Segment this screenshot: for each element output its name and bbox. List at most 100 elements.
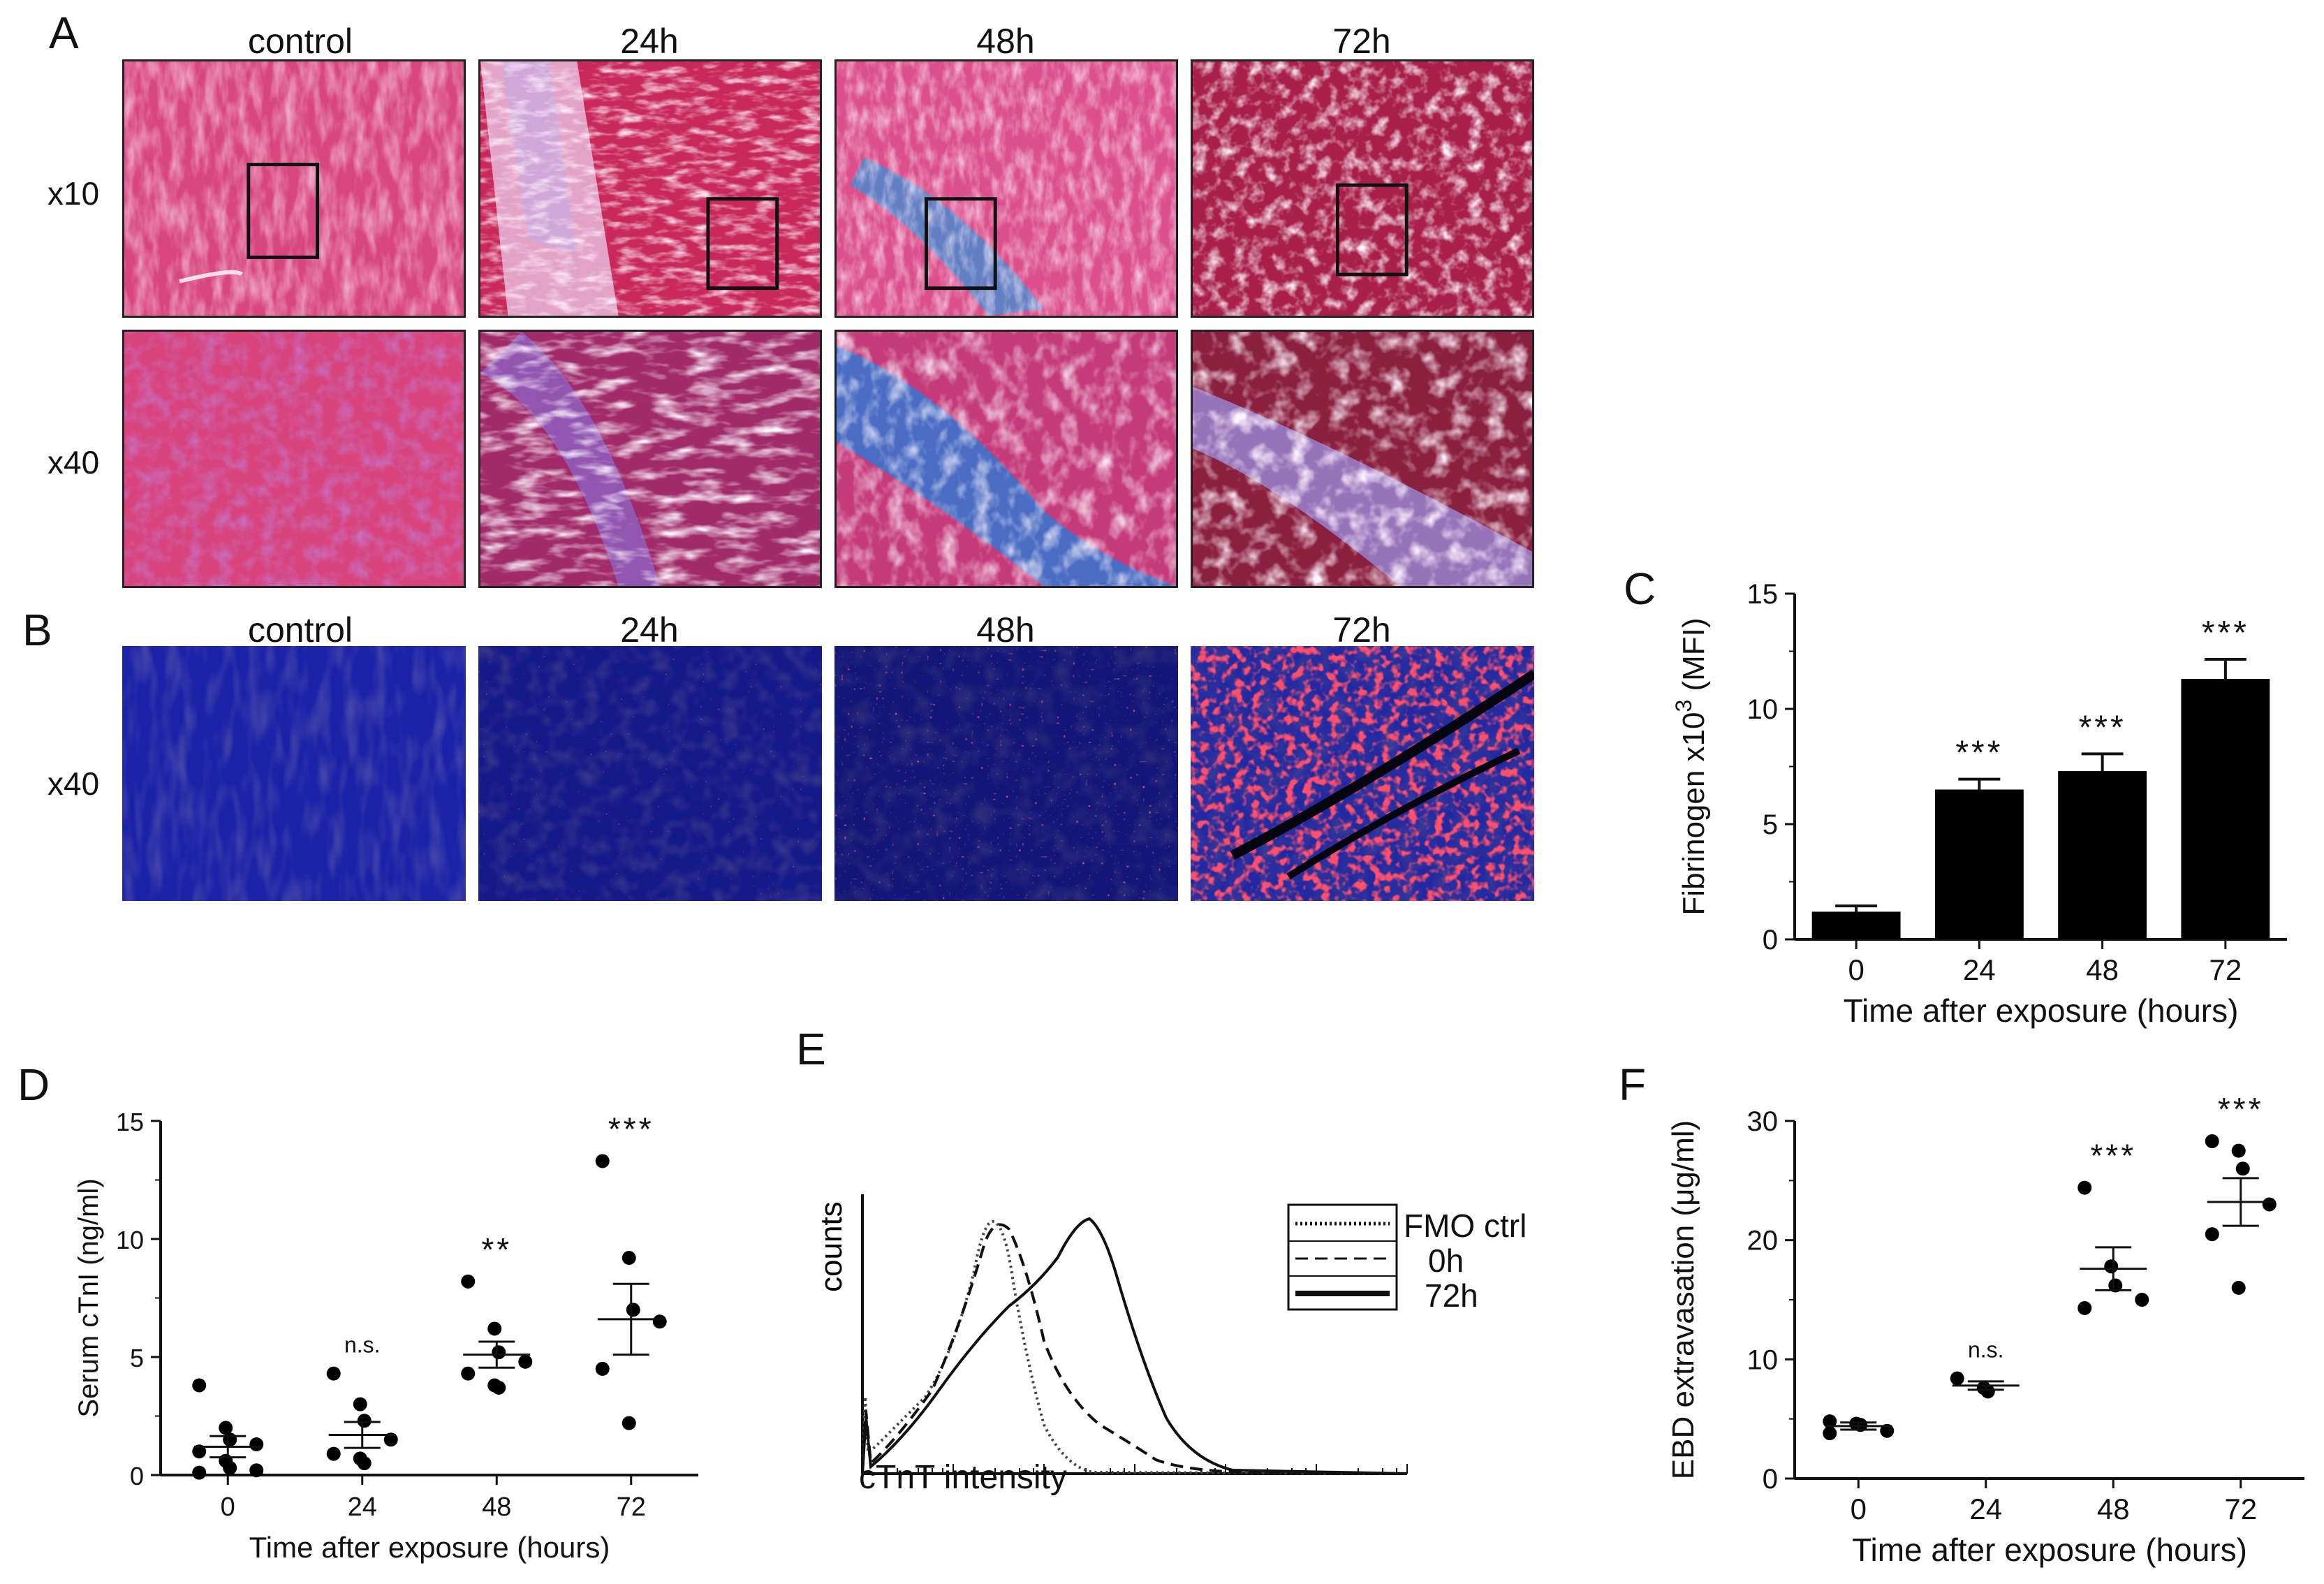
bar-24 bbox=[1934, 789, 2024, 939]
fluorescence-b-control bbox=[122, 646, 466, 901]
data-point bbox=[492, 1380, 506, 1395]
histogram-curve-72h bbox=[861, 1217, 1408, 1475]
significance-label: ** bbox=[481, 1231, 512, 1268]
data-point bbox=[1950, 1371, 1964, 1386]
data-point bbox=[595, 1154, 610, 1168]
panel-b-col-72h: 72h bbox=[1332, 610, 1391, 650]
data-point bbox=[461, 1274, 476, 1289]
bar-72 bbox=[2181, 679, 2270, 939]
x-tick-label: 24 bbox=[348, 1493, 377, 1522]
x-axis-label: Time after exposure (hours) bbox=[249, 1531, 610, 1564]
data-point bbox=[1880, 1423, 1895, 1438]
significance-label: *** bbox=[2202, 615, 2249, 652]
data-point bbox=[2077, 1300, 2092, 1315]
data-point bbox=[2104, 1259, 2119, 1274]
histogram-legend bbox=[1287, 1203, 1398, 1311]
x-tick-label: 48 bbox=[2097, 1493, 2130, 1525]
data-point bbox=[357, 1456, 372, 1471]
panel-a-col-control: control bbox=[247, 22, 353, 61]
y-tick-label: 15 bbox=[1747, 579, 1779, 610]
data-point bbox=[595, 1361, 610, 1376]
data-point bbox=[2205, 1227, 2219, 1242]
micrograph-a-x10-48h bbox=[834, 59, 1178, 318]
histogram-ylabel: counts bbox=[814, 1201, 848, 1292]
x-axis-label: Time after exposure (hours) bbox=[1844, 992, 2239, 1029]
panel-a-col-72h: 72h bbox=[1332, 22, 1391, 61]
y-axis-label: Fibrinogen x103 (MFI) bbox=[1671, 617, 1711, 915]
legend-label-72h: 72h bbox=[1425, 1277, 1478, 1314]
micrograph-a-x40-72h bbox=[1191, 330, 1534, 588]
histogram-curve-fmo-ctrl bbox=[861, 1219, 1408, 1475]
x-tick-label: 24 bbox=[1969, 1493, 2002, 1525]
panel-letter-f: F bbox=[1619, 1059, 1646, 1110]
micrograph-a-x40-24h bbox=[478, 330, 822, 588]
bar-48 bbox=[2058, 771, 2147, 939]
significance-label: *** bbox=[2079, 709, 2126, 746]
data-point bbox=[326, 1366, 341, 1381]
significance-label: n.s. bbox=[344, 1333, 381, 1358]
histogram-plot bbox=[861, 1194, 1408, 1475]
panel-b-row-x40: x40 bbox=[47, 765, 100, 802]
y-axis-label: EBD extravasation (μg/ml) bbox=[1666, 1120, 1700, 1479]
y-tick-label: 30 bbox=[1747, 1106, 1779, 1137]
data-point bbox=[518, 1354, 533, 1369]
y-tick-label: 15 bbox=[116, 1108, 144, 1136]
data-point bbox=[487, 1321, 502, 1336]
zoom-box bbox=[1335, 183, 1409, 277]
significance-label: *** bbox=[2090, 1138, 2136, 1174]
panel-a-col-48h: 48h bbox=[976, 22, 1035, 61]
micrograph-a-x10-72h bbox=[1191, 59, 1534, 318]
micrograph-a-x40-48h bbox=[834, 330, 1178, 588]
data-point bbox=[219, 1421, 233, 1435]
data-point bbox=[223, 1432, 237, 1447]
x-tick-label: 72 bbox=[2224, 1493, 2257, 1525]
panel-a-col-24h: 24h bbox=[620, 22, 679, 61]
chart-f: F 0 10 20 30 0 24 48 72 Time after exposure (hour… bbox=[1619, 1059, 2304, 1568]
panel-b-col-24h: 24h bbox=[620, 610, 679, 650]
zoom-box bbox=[924, 197, 997, 291]
x-tick-label: 48 bbox=[2086, 953, 2119, 986]
data-point bbox=[2262, 1197, 2277, 1212]
significance-label: n.s. bbox=[1968, 1337, 2004, 1363]
panel-b-col-control: control bbox=[247, 610, 353, 650]
data-point bbox=[249, 1463, 264, 1478]
panel-letter-a: A bbox=[49, 8, 79, 58]
panel-b-col-48h: 48h bbox=[976, 610, 1035, 650]
panel-letter-e: E bbox=[796, 1024, 826, 1074]
legend-label-fmo-ctrl: FMO ctrl bbox=[1404, 1208, 1527, 1244]
data-point bbox=[2108, 1278, 2123, 1293]
data-point bbox=[2205, 1134, 2219, 1149]
data-point bbox=[1853, 1418, 1868, 1432]
zoom-box bbox=[247, 163, 320, 259]
panel-letter-d: D bbox=[17, 1059, 50, 1110]
data-point bbox=[192, 1378, 207, 1393]
y-tick-label: 0 bbox=[130, 1462, 144, 1490]
data-point bbox=[357, 1414, 372, 1428]
y-tick-label: 20 bbox=[1747, 1226, 1779, 1256]
y-axis-label: Serum cTnI (ng/ml) bbox=[73, 1178, 104, 1417]
data-point bbox=[192, 1465, 207, 1480]
bar-0 bbox=[1811, 911, 1901, 939]
data-point bbox=[353, 1397, 367, 1411]
x-tick-label: 72 bbox=[2209, 953, 2242, 986]
y-tick-label: 10 bbox=[116, 1226, 144, 1254]
data-point bbox=[223, 1460, 237, 1475]
data-point bbox=[622, 1416, 636, 1430]
significance-label: *** bbox=[608, 1110, 654, 1147]
zoom-box bbox=[706, 197, 779, 291]
histogram-curve-0h bbox=[861, 1223, 1408, 1475]
significance-label: *** bbox=[1955, 735, 2003, 772]
y-tick-label: 5 bbox=[130, 1344, 144, 1372]
legend-label-0h: 0h bbox=[1428, 1242, 1464, 1279]
histogram-ylabel-text: counts bbox=[814, 1201, 848, 1292]
data-point bbox=[1823, 1426, 1837, 1441]
data-point bbox=[383, 1432, 398, 1447]
data-point bbox=[2135, 1293, 2149, 1307]
x-tick-label: 48 bbox=[482, 1493, 511, 1522]
micrograph-a-x40-control bbox=[122, 330, 466, 588]
data-point bbox=[2077, 1180, 2092, 1195]
data-point bbox=[461, 1366, 476, 1381]
